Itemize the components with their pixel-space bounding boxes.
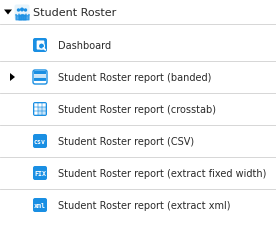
FancyBboxPatch shape: [37, 41, 44, 50]
Text: Dashboard: Dashboard: [58, 41, 111, 51]
FancyBboxPatch shape: [33, 71, 47, 85]
FancyBboxPatch shape: [42, 108, 46, 111]
FancyBboxPatch shape: [38, 104, 42, 107]
Text: Student Roster report (CSV): Student Roster report (CSV): [58, 136, 194, 146]
Text: Student Roster report (extract fixed width): Student Roster report (extract fixed wid…: [58, 168, 266, 178]
Text: csv: csv: [34, 138, 46, 144]
FancyBboxPatch shape: [34, 72, 46, 75]
FancyBboxPatch shape: [34, 112, 38, 115]
Text: xml: xml: [34, 202, 46, 208]
FancyBboxPatch shape: [33, 103, 47, 117]
Polygon shape: [4, 10, 12, 16]
Circle shape: [17, 9, 20, 13]
FancyBboxPatch shape: [34, 75, 46, 78]
FancyBboxPatch shape: [33, 134, 47, 148]
FancyBboxPatch shape: [33, 198, 47, 212]
FancyBboxPatch shape: [15, 5, 30, 20]
Text: Student Roster report (crosstab): Student Roster report (crosstab): [58, 105, 216, 115]
FancyBboxPatch shape: [42, 112, 46, 115]
Circle shape: [38, 44, 44, 50]
FancyBboxPatch shape: [34, 108, 38, 111]
Text: FIX: FIX: [34, 170, 46, 176]
FancyBboxPatch shape: [38, 108, 42, 111]
FancyBboxPatch shape: [38, 112, 42, 115]
Polygon shape: [10, 74, 15, 82]
Circle shape: [20, 9, 24, 12]
FancyBboxPatch shape: [42, 104, 46, 107]
FancyBboxPatch shape: [34, 79, 46, 82]
Circle shape: [24, 9, 27, 13]
FancyBboxPatch shape: [33, 166, 47, 180]
FancyBboxPatch shape: [33, 39, 47, 53]
FancyBboxPatch shape: [34, 104, 38, 107]
Text: Student Roster report (banded): Student Roster report (banded): [58, 73, 211, 83]
Text: Student Roster: Student Roster: [33, 8, 116, 18]
Text: Student Roster report (extract xml): Student Roster report (extract xml): [58, 200, 230, 210]
